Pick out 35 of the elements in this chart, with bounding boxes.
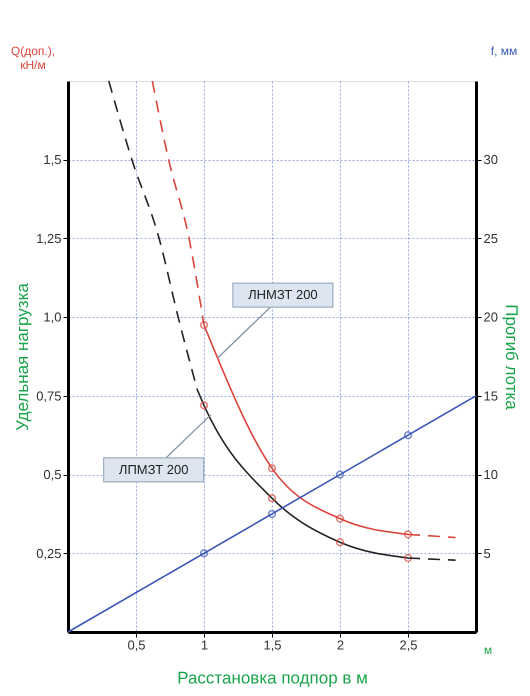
point [200, 401, 208, 410]
annotation: ЛНМЗТ 200 [248, 287, 318, 302]
y2-tick-label: 30 [484, 152, 498, 168]
y-tick-label: 1,0 [43, 310, 62, 325]
point [336, 470, 344, 479]
y-tick-label: 0,25 [36, 546, 62, 561]
y2-axis-title: Прогиб лотка [502, 304, 521, 410]
y2-tick-label: 15 [484, 388, 498, 404]
y2-tick-label: 5 [484, 546, 491, 561]
x-tick-label: 2,5 [399, 638, 418, 652]
text: Q(доп.), кН/м [10, 44, 56, 72]
x-tick-label: 1,5 [263, 638, 282, 652]
y-tick-label: 1,5 [43, 152, 62, 168]
point [200, 549, 208, 558]
point [336, 538, 344, 546]
point [268, 464, 276, 472]
text: f, мм [490, 44, 518, 58]
point [268, 494, 276, 502]
y-tick-label: 0,5 [43, 467, 62, 482]
x-tick-label: 2 [336, 638, 344, 652]
point [268, 510, 276, 518]
y2-tick-label: 10 [484, 467, 498, 482]
point [404, 431, 412, 440]
y-axis-title: Удельная нагрузка [13, 282, 32, 431]
point [336, 514, 344, 523]
annotation: ЛПМЗТ 200 [118, 462, 188, 477]
point [404, 554, 412, 562]
x-tick-label: 1 [200, 638, 208, 652]
y-tick-label: 0,75 [36, 388, 62, 404]
y-tick-label: 1,25 [36, 230, 62, 246]
y2-tick-label: 20 [484, 310, 498, 325]
x-axis-title: Расстановка подпор в м [177, 668, 368, 688]
y2-tick-label: 25 [484, 230, 498, 246]
text: м [484, 643, 492, 657]
x-tick-label: 0,5 [127, 638, 146, 652]
